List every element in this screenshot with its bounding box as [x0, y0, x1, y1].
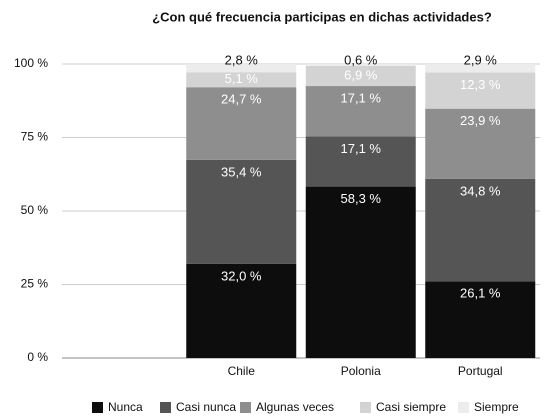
y-tick-label: 100 % — [14, 56, 48, 70]
legend-swatch — [92, 402, 103, 413]
bar-segment — [186, 159, 297, 264]
bar-segment — [186, 64, 297, 73]
legend-label: Casi siempre — [376, 400, 446, 414]
bar-segment — [186, 263, 297, 358]
data-label: 35,4 % — [221, 164, 262, 179]
legend-label: Siempre — [474, 400, 519, 414]
legend-swatch — [458, 402, 469, 413]
legend-label: Casi nunca — [176, 400, 236, 414]
y-tick-label: 50 % — [21, 203, 49, 217]
data-label: 34,8 % — [460, 183, 501, 198]
x-tick-label: Polonia — [341, 364, 381, 378]
data-label: 2,9 % — [464, 52, 498, 67]
y-tick-label: 25 % — [21, 277, 49, 291]
data-label: 32,0 % — [221, 268, 262, 283]
bar-segment — [425, 281, 536, 358]
data-label: 2,8 % — [225, 52, 259, 67]
bar-segment — [425, 64, 536, 73]
bar-segment — [305, 64, 416, 66]
y-tick-label: 75 % — [21, 130, 49, 144]
bar-segment — [305, 186, 416, 358]
data-label: 0,6 % — [344, 52, 378, 67]
data-label: 17,1 % — [341, 90, 382, 105]
data-label: 12,3 % — [460, 77, 501, 92]
bar-segment — [305, 136, 416, 187]
data-label: 23,9 % — [460, 113, 501, 128]
bar-segment — [425, 72, 536, 109]
bar-segment — [305, 86, 416, 137]
data-label: 26,1 % — [460, 286, 501, 301]
legend-swatch — [240, 402, 251, 413]
legend-label: Algunas veces — [256, 400, 334, 414]
x-tick-label: Portugal — [458, 364, 503, 378]
data-label: 6,9 % — [344, 67, 378, 82]
chart-title: ¿Con qué frecuencia participas en dichas… — [152, 9, 492, 24]
x-tick-label: Chile — [228, 364, 256, 378]
bar-segment — [186, 72, 297, 88]
bar-segment — [425, 178, 536, 282]
bar-segment — [186, 87, 297, 160]
bar-segment — [425, 108, 536, 179]
data-label: 24,7 % — [221, 92, 262, 107]
legend-swatch — [360, 402, 371, 413]
data-label: 5,1 % — [225, 71, 259, 86]
legend-label: Nunca — [108, 400, 143, 414]
y-tick-label: 0 % — [27, 350, 48, 364]
data-label: 17,1 % — [341, 141, 382, 156]
data-label: 58,3 % — [341, 191, 382, 206]
bar-segment — [305, 65, 416, 87]
legend-swatch — [160, 402, 171, 413]
